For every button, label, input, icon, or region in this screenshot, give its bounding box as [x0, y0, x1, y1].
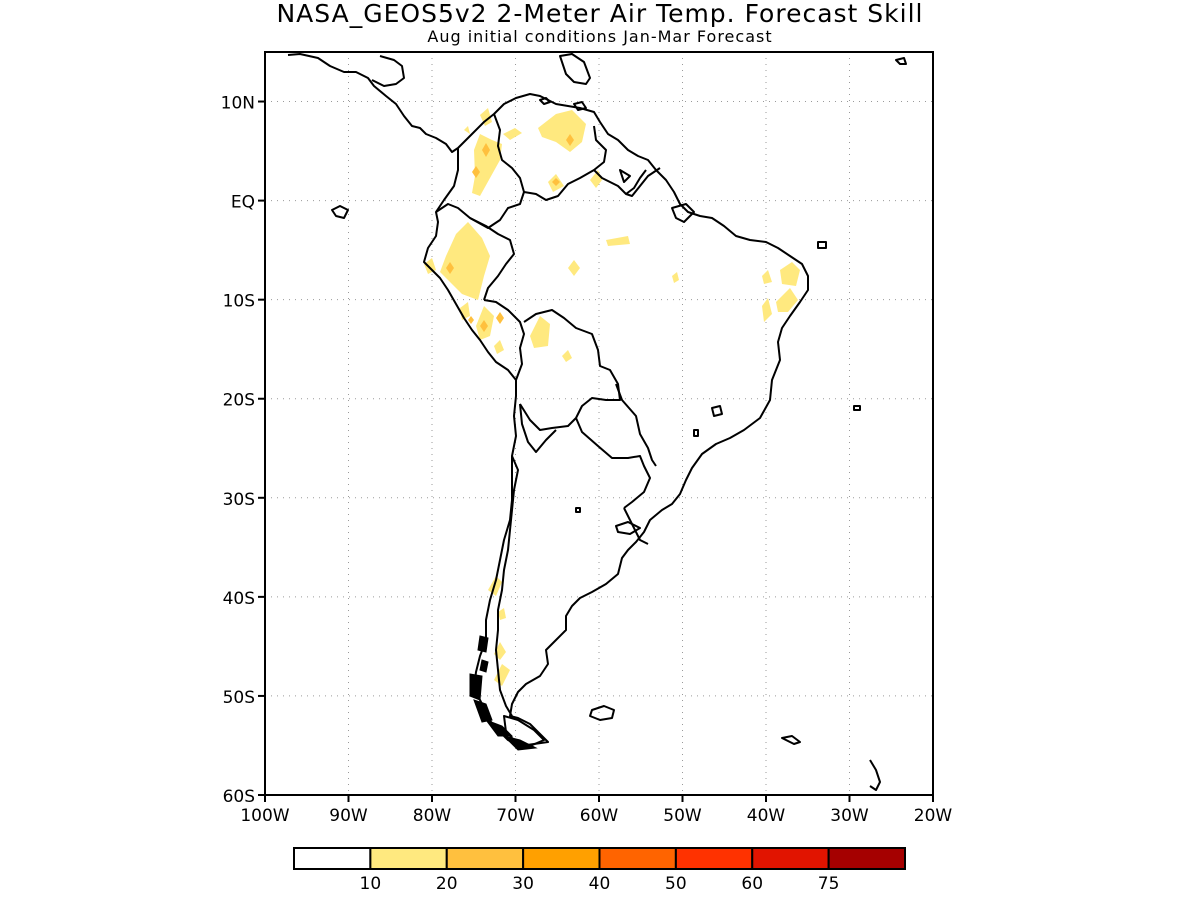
colorbar-label: 10	[360, 874, 382, 894]
skill-patch	[552, 178, 560, 186]
lon-tick-label: 20W	[914, 806, 953, 826]
country-border	[435, 113, 525, 229]
island-outline	[589, 705, 615, 721]
skill-patch	[480, 108, 492, 126]
skill-patch	[762, 298, 772, 322]
island-outline	[869, 759, 881, 791]
lon-tick-label: 90W	[329, 806, 368, 826]
map-frame	[264, 51, 934, 796]
island-outline	[619, 169, 631, 183]
island-outline	[817, 241, 827, 249]
central-america-outline	[371, 55, 405, 87]
skill-patch	[566, 134, 574, 146]
skill-patch	[568, 260, 580, 276]
skill-patch	[494, 340, 504, 354]
skill-patch	[472, 134, 502, 196]
country-border	[615, 383, 657, 467]
colorbar-label: 50	[665, 874, 687, 894]
country-border	[519, 403, 557, 453]
colorbar-swatch	[674, 847, 754, 870]
colorbar-label: 75	[818, 874, 840, 894]
colorbar-swatch	[751, 847, 830, 870]
island-outline	[615, 521, 641, 535]
colorbar-swatch	[293, 847, 372, 870]
country-border	[523, 125, 607, 201]
country-border	[575, 417, 651, 509]
island-outline	[331, 205, 349, 219]
colorbar-label: 30	[512, 874, 534, 894]
continent-outlines	[287, 53, 907, 791]
lat-tick-label: 30S	[223, 490, 255, 510]
lon-tick-label: 50W	[663, 806, 702, 826]
skill-patch	[780, 262, 800, 286]
colorbar-swatch	[827, 847, 906, 870]
island-outline	[693, 429, 699, 437]
country-border	[623, 507, 649, 545]
lon-tick-label: 80W	[413, 806, 452, 826]
skill-patch	[440, 222, 490, 300]
south-america-outline	[423, 93, 809, 747]
map-subtitle: Aug initial conditions Jan-Mar Forecast	[427, 27, 773, 46]
country-border	[625, 167, 661, 197]
skill-patch	[468, 316, 474, 324]
lat-tick-label: EQ	[231, 193, 255, 213]
skill-patch	[494, 664, 510, 686]
skill-patch	[446, 262, 454, 274]
island-outline	[895, 57, 907, 65]
country-border	[483, 299, 525, 381]
skill-patch	[496, 312, 504, 324]
map-title: NASA_GEOS5v2 2-Meter Air Temp. Forecast …	[276, 0, 924, 28]
skill-patch	[460, 302, 470, 320]
skill-patch	[672, 272, 679, 283]
lat-tick-label: 10N	[221, 94, 255, 114]
lat-tick-label: 40S	[223, 589, 255, 609]
colorbar-label: 60	[741, 874, 763, 894]
island-outline	[853, 405, 861, 411]
lat-tick-label: 60S	[223, 787, 255, 807]
skill-patch	[562, 350, 572, 362]
colorbar-label: 20	[436, 874, 458, 894]
lat-tick-label: 20S	[223, 391, 255, 411]
skill-patch	[762, 270, 772, 284]
colorbar-label: 40	[589, 874, 611, 894]
country-border	[593, 169, 647, 195]
lat-tick-label: 50S	[223, 688, 255, 708]
skill-patch	[776, 288, 798, 312]
island-outline	[575, 507, 581, 513]
skill-patch	[503, 128, 522, 140]
lon-tick-label: 70W	[496, 806, 535, 826]
colorbar-swatch	[445, 847, 525, 870]
grid-lines	[265, 52, 933, 795]
colorbar-swatch	[522, 847, 601, 870]
lon-tick-label: 40W	[747, 806, 786, 826]
colorbar-swatch	[369, 847, 448, 870]
skill-patch	[480, 320, 488, 332]
island-outline	[781, 735, 801, 745]
skill-patch	[472, 166, 480, 178]
skill-patch	[530, 316, 550, 348]
skill-shading	[424, 108, 800, 686]
central-america-outline	[287, 53, 459, 153]
caribbean-island-outline	[559, 53, 591, 85]
lon-tick-label: 100W	[240, 806, 289, 826]
lat-tick-label: 10S	[223, 292, 255, 312]
skill-patch	[538, 110, 586, 152]
chile-fjords	[469, 635, 538, 751]
skill-patch	[498, 608, 506, 620]
lon-tick-label: 30W	[830, 806, 869, 826]
skill-patch	[482, 143, 490, 157]
colorbar-swatch	[598, 847, 677, 870]
country-border	[469, 217, 515, 301]
country-border	[495, 455, 519, 717]
island-outline	[671, 203, 695, 223]
lon-tick-label: 60W	[580, 806, 619, 826]
island-outline	[711, 405, 723, 417]
skill-patch	[606, 236, 630, 246]
skill-patch	[464, 126, 470, 134]
colorbar: 10 20 30 40 50 60 75	[293, 847, 906, 894]
